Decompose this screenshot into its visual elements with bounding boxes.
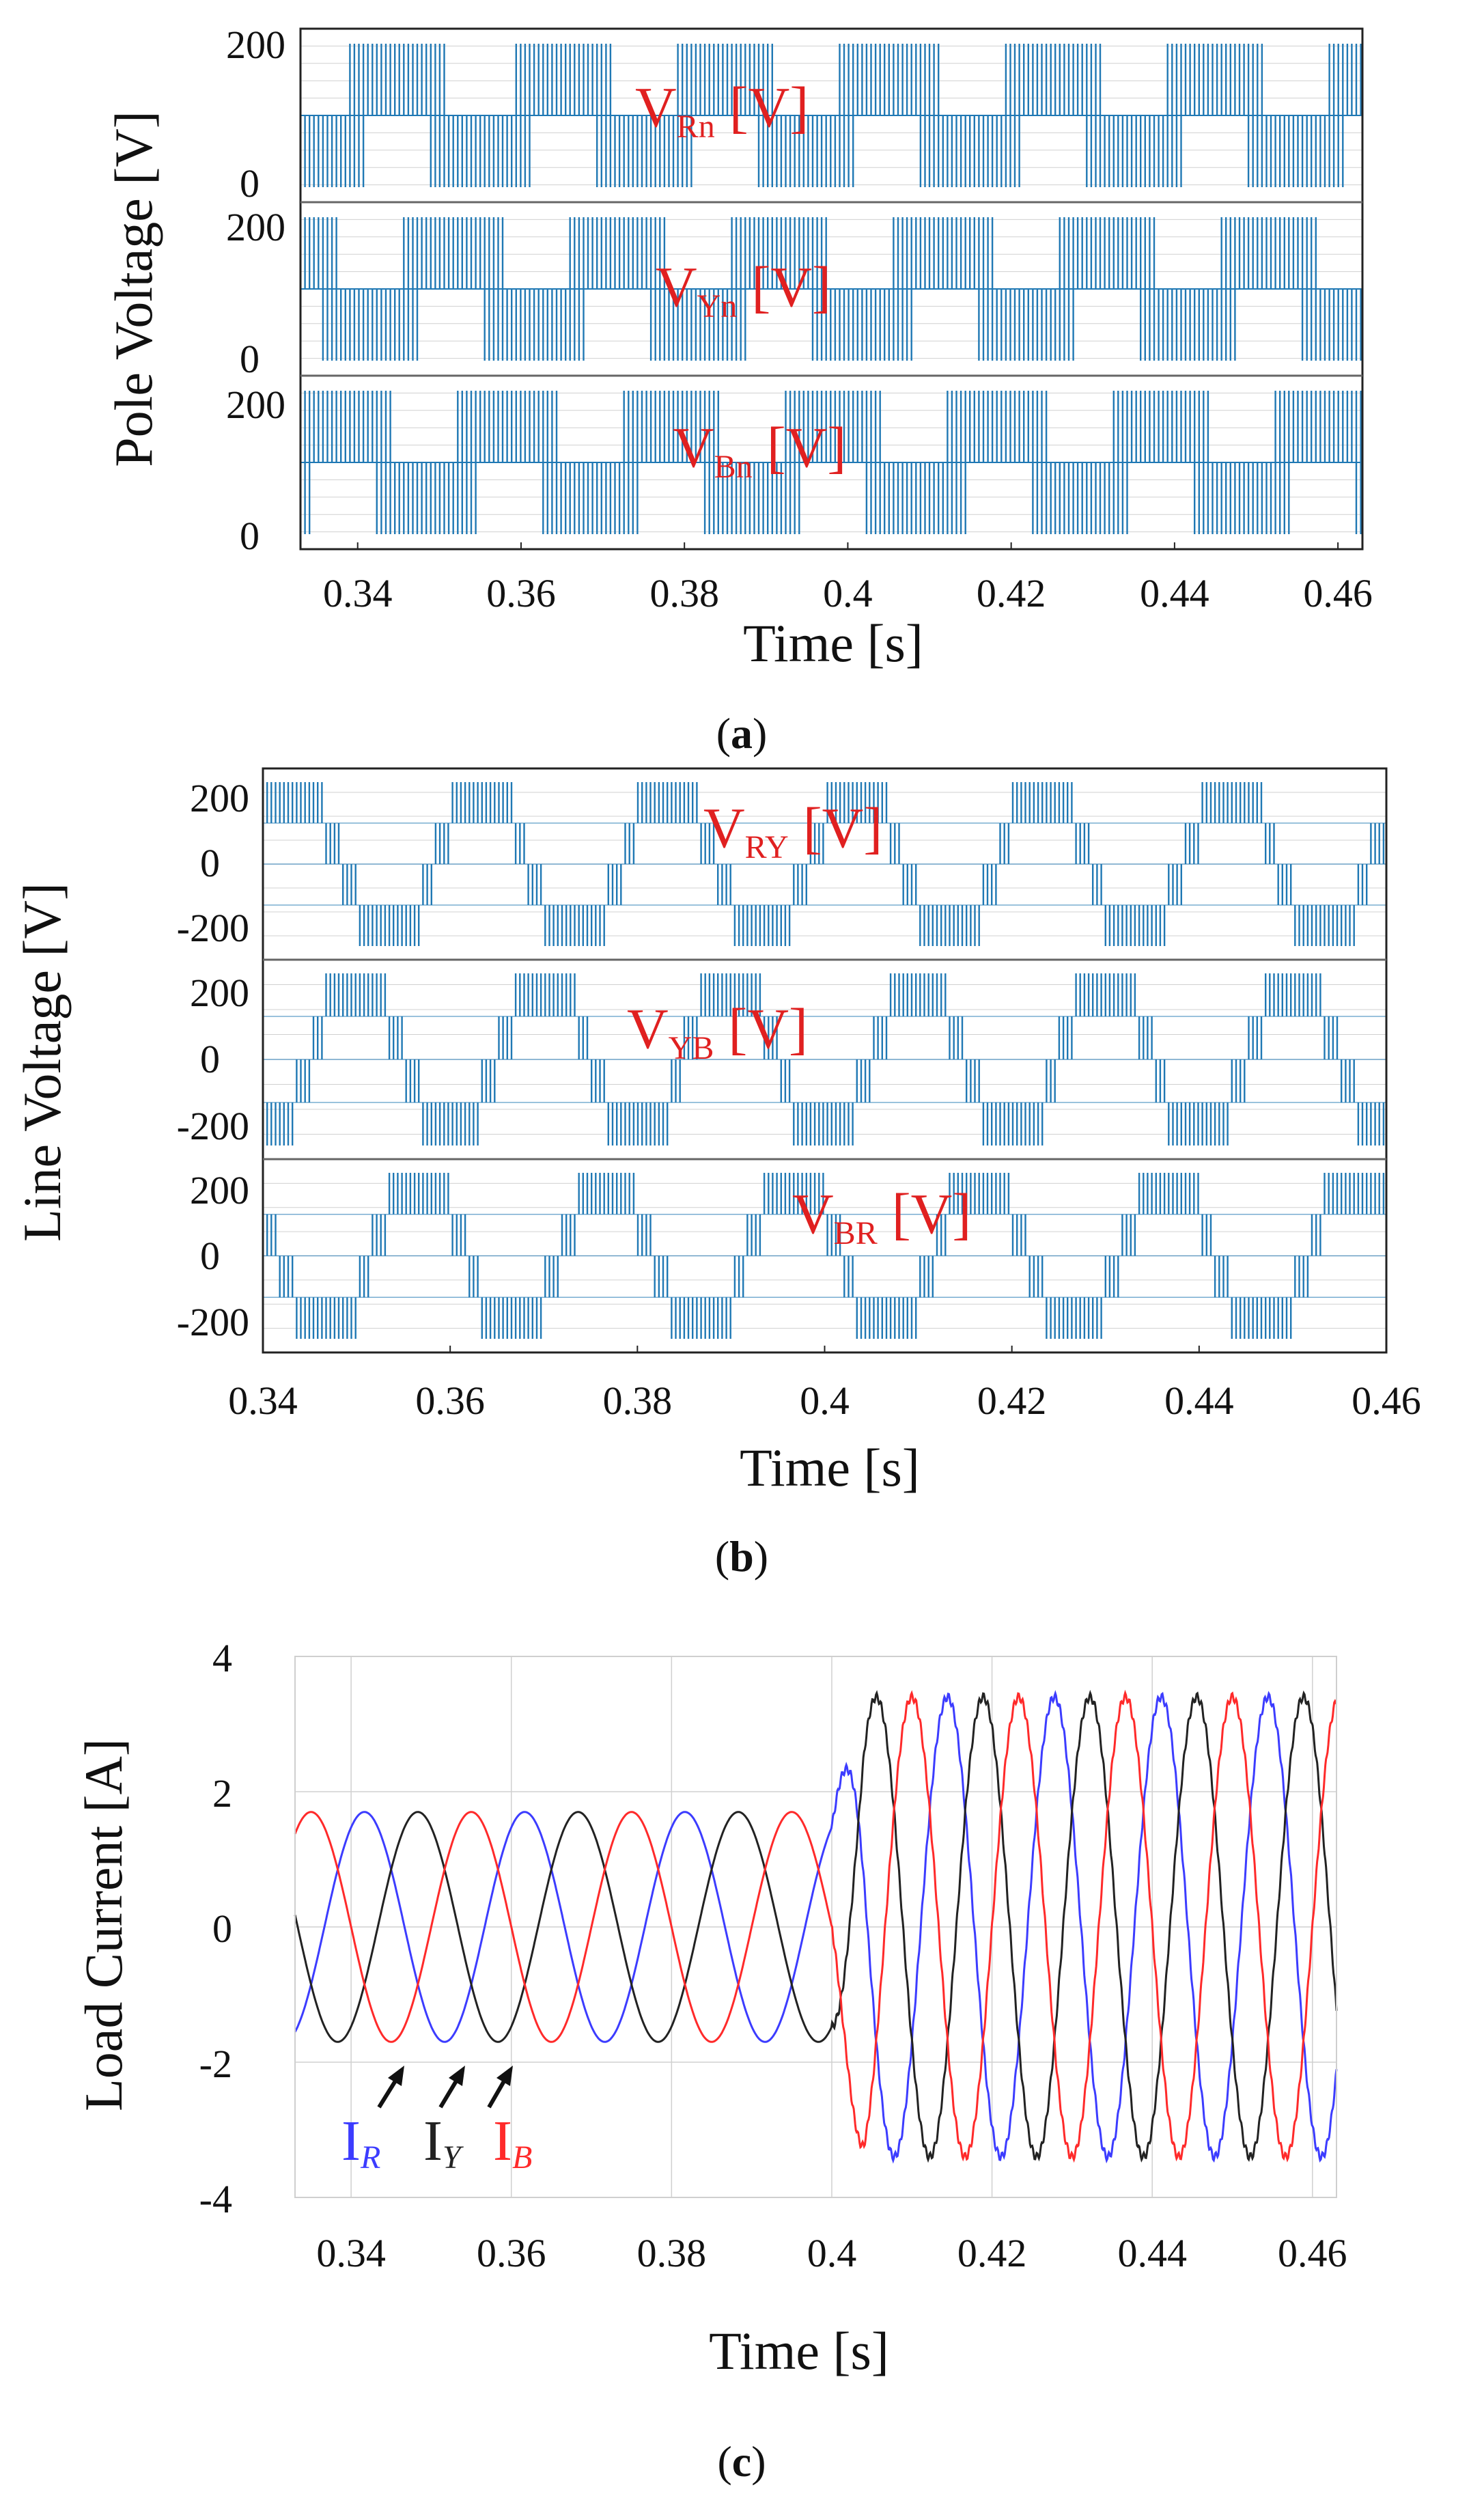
panel-c-grid [295,1656,1336,2198]
panel-c-series-b [294,1689,1338,2163]
panel-a-sub1-ytick-top: 200 [226,23,285,67]
panel-c-ytick-neg2: -2 [199,2042,232,2086]
panel-c-arrows [377,2066,513,2109]
panel-c-xtick-label: 0.44 [1117,2231,1187,2275]
panel-c-caption: (c) [717,2437,766,2486]
panel-a-sub2-ytick-top: 200 [226,205,285,249]
panel-c-xlabel: Time [s] [709,2321,889,2380]
panel-b-xlabel: Time [s] [740,1438,920,1497]
panel-a-xtick-label: 0.4 [823,571,873,615]
panel-c-xtick-label: 0.42 [957,2231,1027,2275]
panel-b-sub2-ytick-neg200: -200 [177,1104,249,1148]
ir-arrowhead-icon [388,2066,404,2086]
panel-b-waveforms [262,782,1387,1352]
panel-a-signal-label-vbn: VBn [V] [673,416,846,485]
panel-a-caption: (a) [716,709,768,758]
panel-b-sub2-ytick-200: 200 [190,971,249,1015]
panel-b-caption: (b) [715,1532,768,1581]
panel-a-waveforms [299,44,1362,549]
panel-b-sub1-ytick-neg200: -200 [177,906,249,950]
panel-a-xtick-labels: 0.34 0.36 0.38 0.4 0.42 0.44 0.46 [323,571,1373,615]
iy-arrowhead-icon [449,2066,465,2086]
panel-b-signal-label-vbr: VBR [V] [792,1182,971,1251]
panel-a-xtick-label: 0.34 [323,571,393,615]
panel-c-series-y [294,1689,1338,2163]
panel-b-signal-label-vry: VRY [V] [703,796,882,865]
panel-b: 200 0 -200 200 0 -200 200 0 -200 0.34 0.… [12,767,1421,1581]
panel-b-sub3-ytick-200: 200 [190,1168,249,1212]
panel-b-sub3-ytick-neg200: -200 [177,1300,249,1344]
panel-a-xtick-label: 0.42 [977,571,1046,615]
panel-c-xtick-label: 0.46 [1278,2231,1347,2275]
panel-a-sub3-ytick-top: 200 [226,383,285,427]
panel-b-xtick-label: 0.38 [603,1378,673,1423]
panel-c-xtick-label: 0.4 [807,2231,857,2275]
panel-b-sub1-ytick-200: 200 [190,776,249,820]
panel-c-frame [294,1656,1337,2198]
panel-a: 200 0 200 0 200 0 0.34 0.36 0.38 0.4 0.4… [104,23,1373,758]
panel-a-sub1-ytick-bottom: 0 [240,161,260,206]
panel-a-xtick-label: 0.36 [486,571,556,615]
panel-b-ylabel: Line Voltage [V] [12,883,72,1242]
panel-c-ytick-2: 2 [212,1771,232,1816]
panel-c-ytick-labels: 4 2 0 -2 -4 [199,1636,232,2221]
panel-b-xtick-label: 0.4 [800,1378,850,1423]
panel-a-sub2-ytick-bottom: 0 [240,337,260,381]
panel-b-signal-label-vyb: VYB [V] [627,997,808,1066]
panel-c-xtick-label: 0.38 [637,2231,707,2275]
legend-iy: IY [423,2109,464,2176]
panel-c-series-r [294,1690,1338,2164]
panel-b-xtick-labels: 0.34 0.36 0.38 0.4 0.42 0.44 0.46 [228,1378,1421,1423]
panel-c-xtick-label: 0.34 [316,2231,386,2275]
panel-c: 4 2 0 -2 -4 0.34 0.36 0.38 0.4 0.42 0.44… [74,1636,1347,2486]
panel-a-signal-label-vyn: VYn [V] [656,255,831,324]
panel-c-ylabel: Load Current [A] [74,1738,133,2111]
legend-ir: IR [341,2109,380,2176]
panel-a-xlabel: Time [s] [743,613,923,673]
panel-a-xtick-label: 0.46 [1303,571,1373,615]
panel-a-frame [299,27,1364,551]
panel-b-frame [262,767,1388,1354]
panel-a-xtick-label: 0.38 [649,571,719,615]
panel-a-ylabel: Pole Voltage [V] [104,111,163,467]
panel-b-xtick-label: 0.44 [1164,1378,1234,1423]
panel-a-signal-label-vrn: VRn [V] [635,76,809,145]
panel-b-xtick-label: 0.34 [228,1378,298,1423]
panel-b-xtick-label: 0.46 [1352,1378,1421,1423]
panel-a-xtick-label: 0.44 [1140,571,1209,615]
panel-b-sub3-ytick-0: 0 [200,1234,220,1278]
panel-b-xtick-label: 0.36 [415,1378,485,1423]
panel-a-sub3-ytick-bottom: 0 [240,514,260,558]
ib-arrowhead-icon [496,2066,513,2086]
panel-c-xtick-labels: 0.34 0.36 0.38 0.4 0.42 0.44 0.46 [316,2231,1347,2275]
panel-c-ytick-4: 4 [212,1636,232,1680]
panel-c-ytick-0: 0 [212,1906,232,1951]
panel-b-sub1-ytick-0: 0 [200,841,220,885]
panel-b-xtick-label: 0.42 [977,1378,1047,1423]
panel-b-ytick-labels: 200 0 -200 200 0 -200 200 0 -200 [177,776,249,1344]
panel-c-xtick-label: 0.36 [477,2231,546,2275]
panel-c-waveforms [294,1689,1338,2164]
panel-b-sub2-ytick-0: 0 [200,1037,220,1081]
legend-ib: IB [493,2109,532,2176]
panel-c-ytick-neg4: -4 [199,2177,232,2221]
